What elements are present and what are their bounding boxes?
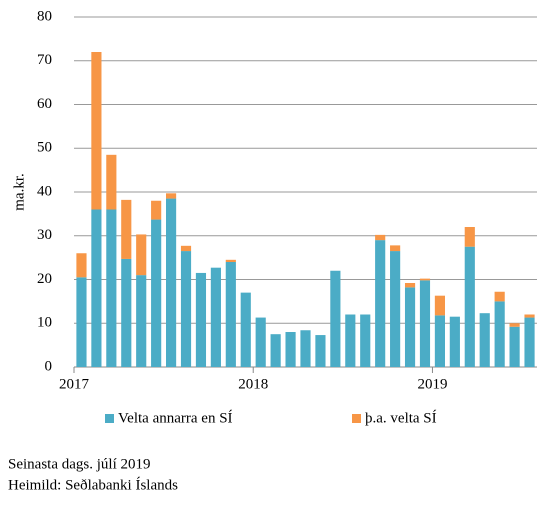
bar-segment	[255, 317, 266, 367]
bar-segment	[330, 270, 341, 367]
bar-segment	[195, 272, 207, 367]
bar-segment	[434, 295, 445, 316]
x-tick-label: 2019	[417, 376, 447, 392]
bar-segment	[166, 193, 177, 199]
bar-segment	[509, 323, 520, 327]
bar-segment	[360, 314, 371, 367]
bar-segment	[151, 219, 162, 367]
bar-segment	[106, 154, 117, 210]
bar-segment	[136, 234, 147, 276]
x-tick-label: 2017	[59, 376, 90, 392]
bar-segment	[404, 283, 416, 288]
bar-segment	[121, 258, 132, 367]
bar-segment	[91, 52, 102, 210]
bar-segment	[240, 292, 251, 367]
bar-segment	[419, 278, 431, 281]
bar-segment	[180, 251, 192, 367]
bar-segment	[225, 262, 236, 367]
y-tick-label: 40	[37, 183, 52, 199]
bar-segment	[375, 234, 386, 241]
bar-segment	[270, 334, 281, 367]
bar-segment	[300, 330, 311, 367]
bar-segment	[76, 277, 87, 367]
note: Heimild: Seðlabanki Íslands	[8, 476, 178, 493]
bar-segment	[285, 332, 296, 367]
bar-segment	[524, 317, 535, 367]
bar-segment	[509, 326, 520, 367]
note: Seinasta dags. júlí 2019	[8, 456, 151, 472]
bar-segment	[180, 245, 192, 252]
bar-segment	[151, 200, 162, 220]
bar-segment	[494, 301, 505, 367]
bar-segment	[91, 209, 102, 367]
bar-segment	[76, 253, 87, 278]
y-tick-label: 70	[37, 52, 52, 68]
bar-segment	[479, 313, 490, 367]
x-tick-label: 2018	[238, 376, 268, 392]
legend-swatch	[105, 414, 114, 423]
bar-segment	[225, 259, 236, 262]
legend-swatch	[352, 414, 361, 423]
y-axis-label: ma.kr.	[11, 173, 27, 211]
y-tick-label: 80	[37, 8, 52, 24]
legend-label: Velta annarra en SÍ	[118, 409, 233, 426]
bar-segment	[315, 335, 326, 367]
bar-segment	[449, 316, 460, 367]
bar-segment	[524, 314, 535, 318]
bar-segment	[121, 199, 132, 259]
bar-segment	[419, 280, 431, 367]
bar-segment	[434, 315, 445, 367]
bar-segment	[166, 198, 177, 367]
bar-segment	[464, 246, 475, 367]
bar-segment	[375, 240, 386, 367]
bar-segment	[345, 314, 356, 367]
y-tick-label: 20	[37, 271, 52, 287]
y-tick-label: 50	[37, 140, 52, 156]
bar-segment	[404, 287, 416, 367]
y-tick-label: 60	[37, 96, 52, 112]
bar-segment	[106, 209, 117, 367]
legend-label: þ.a. velta SÍ	[365, 409, 437, 426]
y-tick-label: 30	[37, 227, 52, 243]
bar-segment	[390, 251, 401, 367]
bar-segment	[210, 267, 221, 367]
bar-segment	[464, 227, 475, 247]
bar-segment	[136, 275, 147, 367]
bar-segment	[494, 291, 505, 302]
y-tick-label: 10	[37, 315, 52, 331]
y-tick-label: 0	[45, 358, 53, 374]
bar-segment	[390, 245, 401, 252]
